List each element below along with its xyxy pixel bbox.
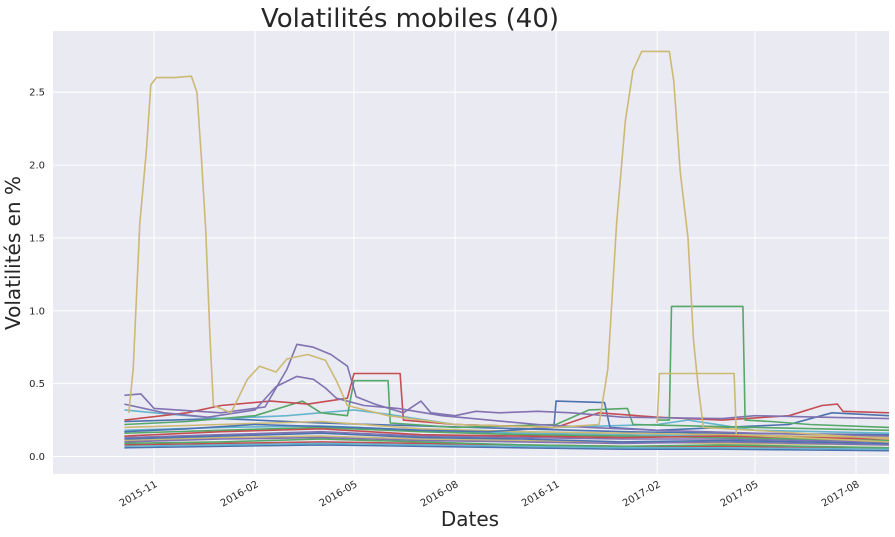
x-tick-label: 2015-11 (118, 479, 160, 509)
chart-title: Volatilités mobiles (40) (261, 4, 559, 34)
x-tick-label: 2017-05 (719, 479, 761, 509)
y-tick-label: 2.0 (29, 161, 45, 172)
y-axis-label: Volatilités en % (1, 176, 25, 330)
series-line-9 (124, 432, 890, 445)
y-tick-label: 1.5 (29, 233, 45, 244)
series-line-14 (124, 442, 890, 450)
gridlines (53, 31, 889, 474)
series-line-11 (124, 428, 890, 440)
y-axis-ticks: 0.0 0.5 1.0 1.5 2.0 2.5 (29, 88, 45, 463)
series-line-17 (124, 426, 890, 442)
plot-area (53, 31, 889, 474)
series-line-10 (124, 438, 890, 449)
y-tick-label: 2.5 (29, 88, 45, 99)
series-line-18 (124, 430, 890, 443)
x-tick-label: 2017-08 (820, 479, 862, 509)
y-tick-label: 0.0 (29, 452, 45, 463)
series-line-19 (124, 435, 890, 446)
series-line-0 (128, 50, 890, 440)
series-line-13 (124, 420, 890, 439)
y-tick-label: 1.0 (29, 306, 45, 317)
x-axis-label: Dates (441, 507, 499, 531)
series-line-1 (656, 372, 890, 443)
x-tick-label: 2016-11 (520, 479, 562, 509)
series-line-6 (124, 379, 890, 432)
series-line-12 (124, 436, 890, 446)
series-line-2 (657, 305, 890, 429)
x-tick-label: 2016-05 (318, 479, 360, 509)
x-tick-label: 2016-02 (219, 479, 261, 509)
series-lines (124, 50, 890, 452)
series-line-21 (124, 444, 890, 452)
x-axis-ticks: 2015-11 2016-02 2016-05 2016-08 2016-11 2017-… (118, 479, 862, 509)
series-line-3 (124, 343, 890, 420)
series-line-4 (124, 375, 890, 437)
y-tick-label: 0.5 (29, 379, 45, 390)
x-tick-label: 2016-08 (419, 479, 461, 509)
x-tick-label: 2017-02 (621, 479, 663, 509)
series-line-7 (124, 400, 890, 433)
